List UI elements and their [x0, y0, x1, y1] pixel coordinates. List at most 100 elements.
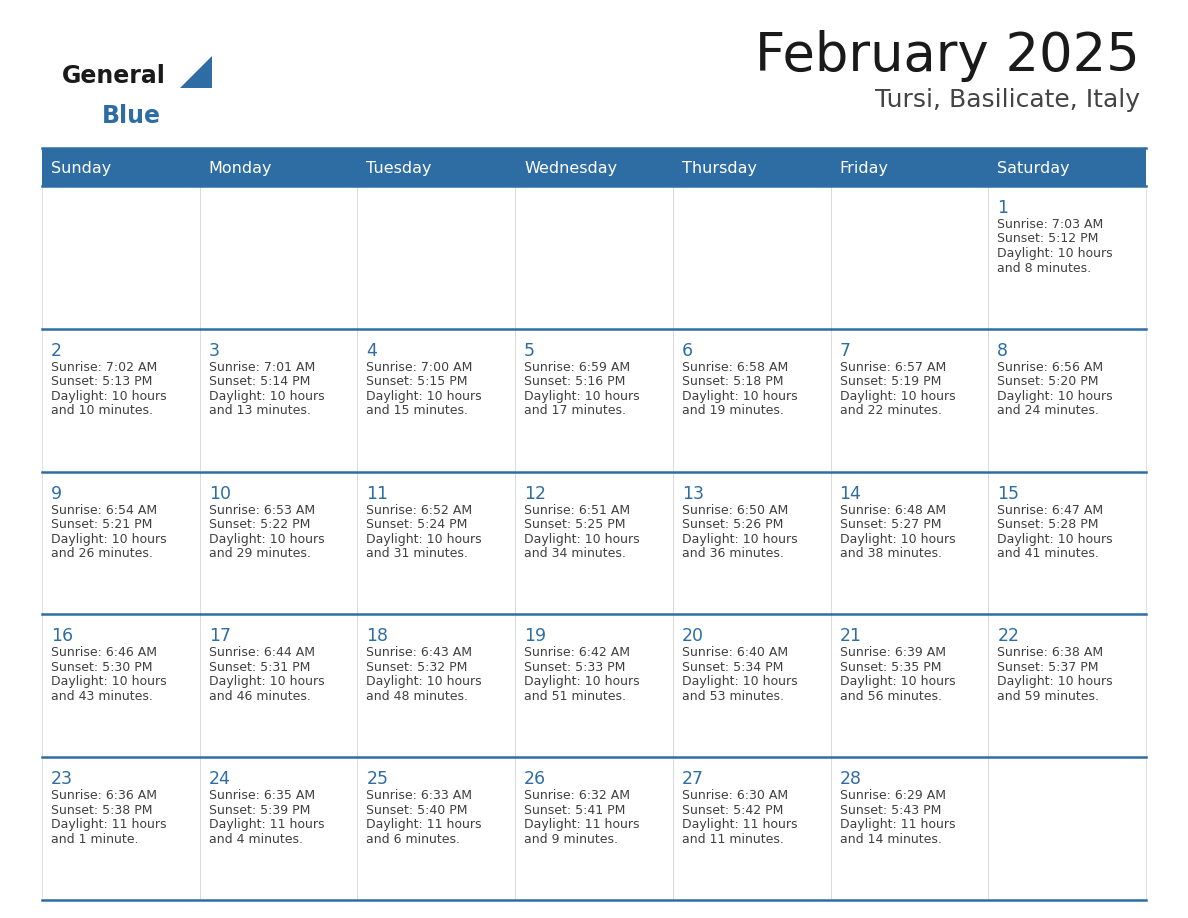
Text: Thursday: Thursday: [682, 161, 757, 175]
Text: and 43 minutes.: and 43 minutes.: [51, 690, 153, 703]
Text: General: General: [62, 64, 166, 88]
Text: Sunset: 5:41 PM: Sunset: 5:41 PM: [524, 803, 626, 817]
Text: Sunrise: 6:29 AM: Sunrise: 6:29 AM: [840, 789, 946, 802]
Text: Sunset: 5:35 PM: Sunset: 5:35 PM: [840, 661, 941, 674]
Text: and 53 minutes.: and 53 minutes.: [682, 690, 784, 703]
Bar: [672, 148, 830, 186]
Text: Sunrise: 6:53 AM: Sunrise: 6:53 AM: [209, 504, 315, 517]
Text: 23: 23: [51, 770, 72, 789]
Text: Daylight: 10 hours: Daylight: 10 hours: [51, 390, 166, 403]
Text: and 8 minutes.: and 8 minutes.: [997, 262, 1092, 274]
Text: Sunset: 5:38 PM: Sunset: 5:38 PM: [51, 803, 152, 817]
Text: and 36 minutes.: and 36 minutes.: [682, 547, 784, 560]
Text: Wednesday: Wednesday: [524, 161, 618, 175]
Text: 12: 12: [524, 485, 546, 502]
Text: and 13 minutes.: and 13 minutes.: [209, 404, 310, 418]
Text: 9: 9: [51, 485, 62, 502]
Bar: [358, 614, 516, 757]
Text: and 48 minutes.: and 48 minutes.: [366, 690, 468, 703]
Bar: [830, 472, 988, 614]
Polygon shape: [181, 56, 211, 88]
Text: Daylight: 10 hours: Daylight: 10 hours: [51, 532, 166, 545]
Text: 7: 7: [840, 341, 851, 360]
Text: 26: 26: [524, 770, 546, 789]
Text: Daylight: 10 hours: Daylight: 10 hours: [997, 390, 1113, 403]
Text: Daylight: 10 hours: Daylight: 10 hours: [524, 390, 640, 403]
Bar: [358, 148, 516, 186]
Text: Daylight: 10 hours: Daylight: 10 hours: [682, 532, 797, 545]
Text: 16: 16: [51, 627, 74, 645]
Text: and 6 minutes.: and 6 minutes.: [366, 833, 461, 845]
Text: Monday: Monday: [209, 161, 272, 175]
Text: 3: 3: [209, 341, 220, 360]
Text: Sunset: 5:43 PM: Sunset: 5:43 PM: [840, 803, 941, 817]
Text: Daylight: 11 hours: Daylight: 11 hours: [51, 818, 166, 831]
Text: 11: 11: [366, 485, 388, 502]
Text: Sunrise: 6:52 AM: Sunrise: 6:52 AM: [366, 504, 473, 517]
Text: Sunrise: 7:01 AM: Sunrise: 7:01 AM: [209, 361, 315, 374]
Bar: [830, 186, 988, 329]
Text: Sunrise: 6:56 AM: Sunrise: 6:56 AM: [997, 361, 1104, 374]
Text: Sunrise: 6:38 AM: Sunrise: 6:38 AM: [997, 646, 1104, 659]
Text: 1: 1: [997, 199, 1009, 217]
Text: Sunrise: 6:32 AM: Sunrise: 6:32 AM: [524, 789, 630, 802]
Text: Daylight: 11 hours: Daylight: 11 hours: [840, 818, 955, 831]
Text: Sunset: 5:32 PM: Sunset: 5:32 PM: [366, 661, 468, 674]
Text: and 38 minutes.: and 38 minutes.: [840, 547, 942, 560]
Text: Sunset: 5:12 PM: Sunset: 5:12 PM: [997, 232, 1099, 245]
Bar: [358, 186, 516, 329]
Bar: [830, 614, 988, 757]
Text: and 4 minutes.: and 4 minutes.: [209, 833, 303, 845]
Bar: [672, 186, 830, 329]
Text: 19: 19: [524, 627, 546, 645]
Text: Sunset: 5:42 PM: Sunset: 5:42 PM: [682, 803, 783, 817]
Text: Sunrise: 6:43 AM: Sunrise: 6:43 AM: [366, 646, 473, 659]
Text: Daylight: 10 hours: Daylight: 10 hours: [682, 676, 797, 688]
Bar: [988, 614, 1146, 757]
Text: Sunset: 5:26 PM: Sunset: 5:26 PM: [682, 518, 783, 532]
Text: Sunset: 5:14 PM: Sunset: 5:14 PM: [209, 375, 310, 388]
Text: Sunrise: 6:59 AM: Sunrise: 6:59 AM: [524, 361, 631, 374]
Text: Sunset: 5:34 PM: Sunset: 5:34 PM: [682, 661, 783, 674]
Text: Blue: Blue: [102, 104, 162, 128]
Text: and 41 minutes.: and 41 minutes.: [997, 547, 1099, 560]
Bar: [516, 472, 672, 614]
Bar: [42, 186, 200, 329]
Text: and 56 minutes.: and 56 minutes.: [840, 690, 942, 703]
Bar: [516, 148, 672, 186]
Bar: [672, 329, 830, 472]
Text: Daylight: 10 hours: Daylight: 10 hours: [209, 390, 324, 403]
Text: Sunset: 5:28 PM: Sunset: 5:28 PM: [997, 518, 1099, 532]
Text: 27: 27: [682, 770, 703, 789]
Text: Sunrise: 6:46 AM: Sunrise: 6:46 AM: [51, 646, 157, 659]
Text: 18: 18: [366, 627, 388, 645]
Text: Sunrise: 6:58 AM: Sunrise: 6:58 AM: [682, 361, 788, 374]
Bar: [200, 472, 358, 614]
Text: 22: 22: [997, 627, 1019, 645]
Text: 24: 24: [209, 770, 230, 789]
Bar: [358, 472, 516, 614]
Bar: [200, 329, 358, 472]
Text: Daylight: 10 hours: Daylight: 10 hours: [840, 390, 955, 403]
Text: Daylight: 10 hours: Daylight: 10 hours: [209, 676, 324, 688]
Bar: [672, 757, 830, 900]
Text: and 1 minute.: and 1 minute.: [51, 833, 139, 845]
Text: Sunset: 5:33 PM: Sunset: 5:33 PM: [524, 661, 626, 674]
Text: 14: 14: [840, 485, 861, 502]
Text: Daylight: 10 hours: Daylight: 10 hours: [366, 390, 482, 403]
Text: Sunrise: 6:57 AM: Sunrise: 6:57 AM: [840, 361, 946, 374]
Text: Daylight: 10 hours: Daylight: 10 hours: [840, 676, 955, 688]
Text: February 2025: February 2025: [756, 30, 1140, 82]
Text: Sunset: 5:40 PM: Sunset: 5:40 PM: [366, 803, 468, 817]
Text: 6: 6: [682, 341, 693, 360]
Text: Daylight: 10 hours: Daylight: 10 hours: [997, 247, 1113, 260]
Text: Sunset: 5:19 PM: Sunset: 5:19 PM: [840, 375, 941, 388]
Text: 25: 25: [366, 770, 388, 789]
Text: Sunset: 5:13 PM: Sunset: 5:13 PM: [51, 375, 152, 388]
Text: and 34 minutes.: and 34 minutes.: [524, 547, 626, 560]
Bar: [988, 472, 1146, 614]
Bar: [42, 472, 200, 614]
Bar: [516, 757, 672, 900]
Bar: [42, 148, 200, 186]
Text: Sunrise: 7:00 AM: Sunrise: 7:00 AM: [366, 361, 473, 374]
